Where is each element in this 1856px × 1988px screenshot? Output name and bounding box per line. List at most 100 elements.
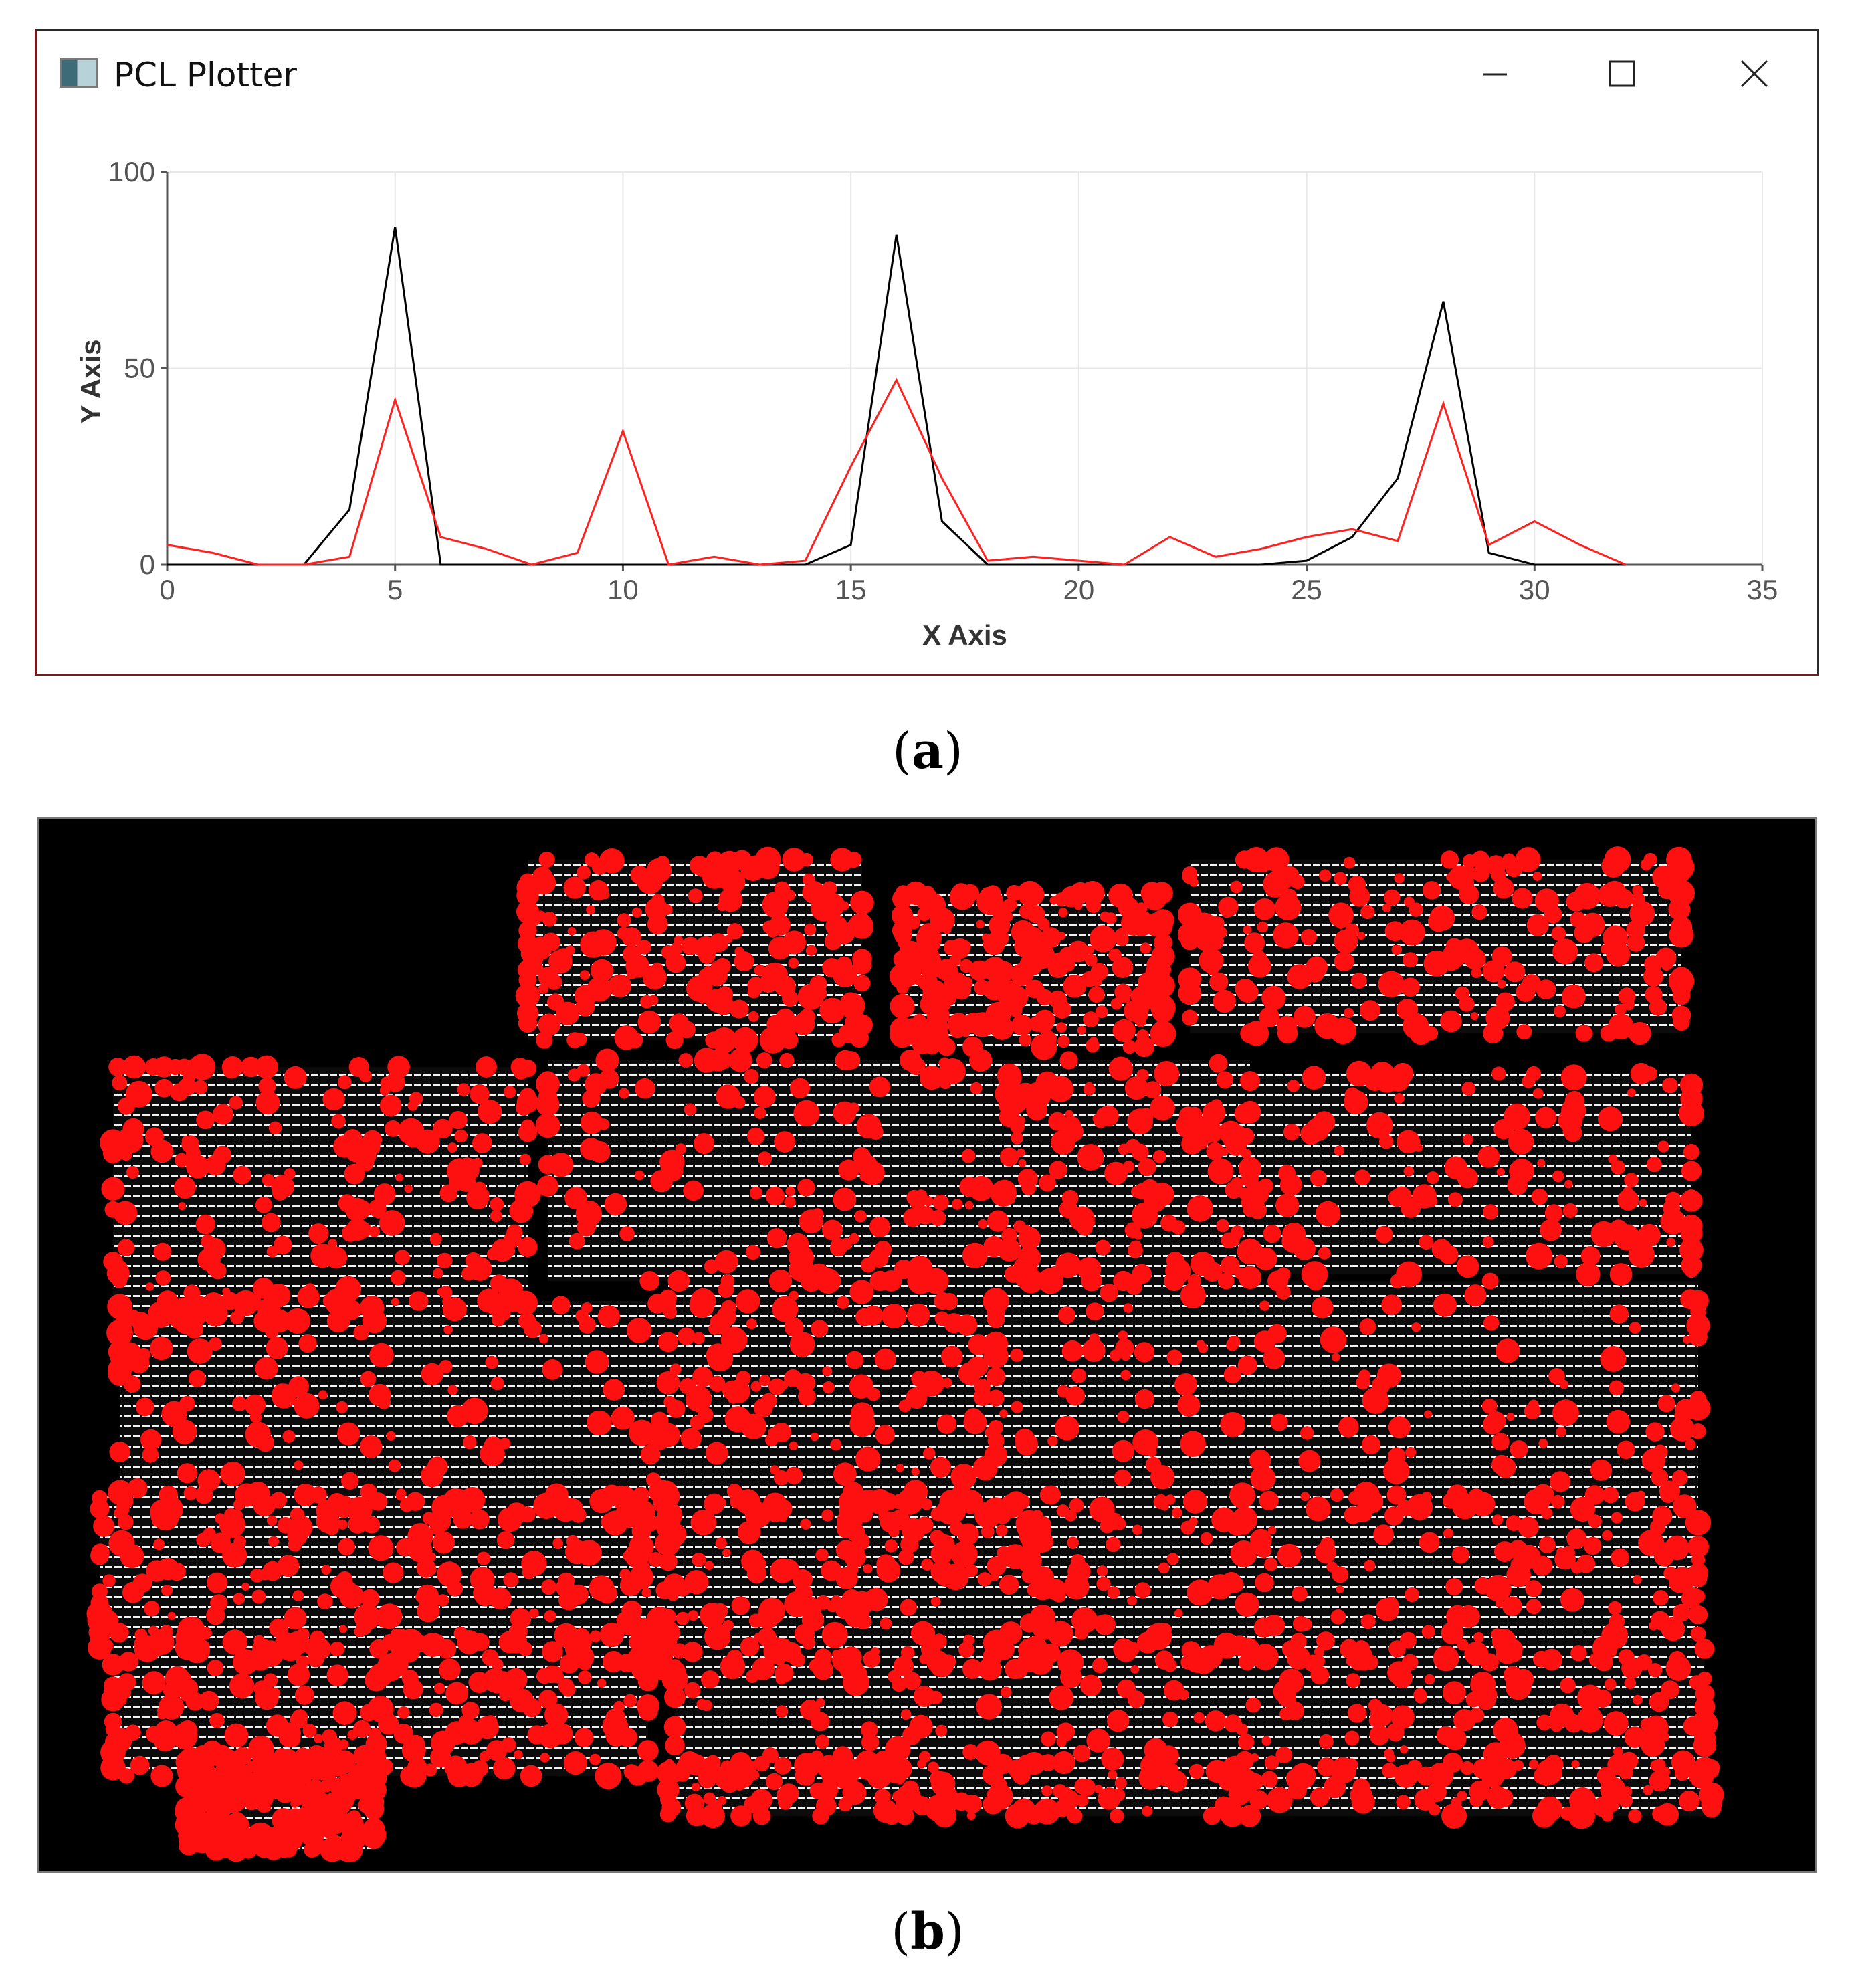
edge-point (1153, 1494, 1169, 1510)
edge-point (106, 1319, 133, 1347)
title-bar[interactable]: PCL Plotter (37, 31, 1817, 118)
highlight-point (765, 1186, 785, 1206)
highlight-point (337, 1519, 348, 1530)
edge-point (678, 1053, 694, 1068)
highlight-point (429, 1702, 443, 1717)
highlight-point (835, 1540, 857, 1561)
highlight-point (587, 1410, 612, 1436)
edge-point (1678, 1100, 1705, 1127)
highlight-point (1429, 905, 1455, 931)
highlight-point (720, 1326, 748, 1354)
highlight-point (1310, 1787, 1330, 1807)
highlight-point (559, 1654, 579, 1674)
point-cloud-view[interactable] (37, 817, 1817, 1873)
edge-point (1001, 1227, 1017, 1244)
highlight-point (1614, 888, 1634, 908)
highlight-point (1648, 1663, 1663, 1678)
highlight-point (1120, 1369, 1131, 1381)
highlight-point (1535, 1106, 1557, 1128)
highlight-point (1250, 1753, 1259, 1762)
highlight-point (321, 1565, 332, 1575)
highlight-point (1604, 1678, 1617, 1691)
edge-point (991, 1637, 1015, 1661)
edge-point (1035, 1571, 1050, 1585)
highlight-point (245, 1421, 271, 1448)
highlight-point (1118, 1143, 1130, 1155)
edge-point (638, 1701, 658, 1721)
highlight-point (578, 1670, 592, 1684)
edge-point (90, 1546, 109, 1565)
edge-point (233, 1747, 252, 1765)
caption-a: (a) (892, 722, 963, 780)
edge-point (633, 1571, 649, 1588)
highlight-point (470, 1084, 490, 1104)
edge-point (656, 1423, 680, 1448)
highlight-point (961, 1149, 976, 1163)
highlight-point (581, 1302, 593, 1314)
highlight-point (271, 1175, 295, 1199)
edge-point (514, 1181, 541, 1208)
edge-point (221, 1056, 243, 1078)
highlight-point (465, 1252, 482, 1268)
edge-point (1481, 1764, 1505, 1788)
highlight-point (1384, 889, 1401, 906)
edge-point (520, 1765, 542, 1787)
highlight-point (1255, 1573, 1274, 1593)
highlight-point (1100, 911, 1110, 922)
edge-point (934, 1292, 952, 1310)
highlight-point (502, 1685, 518, 1701)
edge-point (320, 1837, 345, 1862)
edge-point (118, 1768, 134, 1784)
highlight-point (233, 1797, 246, 1810)
edge-point (653, 1494, 669, 1510)
highlight-point (797, 1179, 815, 1197)
highlight-point (733, 1096, 746, 1109)
highlight-point (1422, 881, 1441, 900)
edge-point (1643, 852, 1657, 867)
highlight-point (538, 1334, 549, 1344)
highlight-point (813, 1659, 833, 1680)
highlight-point (1460, 1761, 1475, 1775)
highlight-point (1237, 1355, 1257, 1375)
highlight-point (472, 1133, 492, 1153)
maximize-button[interactable] (1595, 54, 1649, 94)
highlight-point (567, 927, 577, 936)
edge-point (144, 1058, 163, 1076)
highlight-point (270, 1723, 282, 1736)
highlight-point (1506, 1413, 1515, 1421)
highlight-point (747, 1127, 765, 1145)
highlight-point (388, 1459, 401, 1472)
highlight-point (1118, 896, 1139, 918)
highlight-point (1071, 1607, 1098, 1633)
highlight-point (397, 1706, 410, 1719)
highlight-point (629, 1419, 655, 1446)
highlight-point (178, 1202, 187, 1211)
edge-point (656, 1532, 680, 1556)
highlight-point (744, 1069, 759, 1084)
edge-point (516, 1091, 539, 1114)
edge-point (732, 1027, 758, 1054)
y-axis-label: Y Axis (75, 339, 106, 423)
highlight-point (1312, 1296, 1334, 1318)
highlight-point (1221, 1232, 1237, 1249)
highlight-point (397, 1118, 425, 1145)
edge-point (1182, 1009, 1198, 1026)
highlight-point (262, 1173, 275, 1187)
close-button[interactable] (1727, 54, 1780, 94)
highlight-point (1009, 900, 1018, 909)
highlight-point (457, 1083, 470, 1096)
highlight-point (243, 1293, 262, 1312)
edge-point (1301, 1261, 1328, 1288)
highlight-point (224, 1723, 249, 1748)
edge-point (660, 1791, 676, 1808)
highlight-point (1056, 1022, 1067, 1033)
highlight-point (1065, 1110, 1074, 1119)
minimize-button[interactable] (1468, 54, 1522, 94)
edge-point (799, 852, 813, 867)
highlight-point (577, 865, 591, 880)
edge-point (939, 1490, 964, 1514)
edge-point (274, 1748, 290, 1764)
highlight-point (874, 1348, 896, 1370)
plot-area[interactable]: 0 5 10 15 20 25 30 35 0 50 100 X Axis Y Axis (37, 118, 1817, 674)
edge-point (1703, 1759, 1720, 1776)
